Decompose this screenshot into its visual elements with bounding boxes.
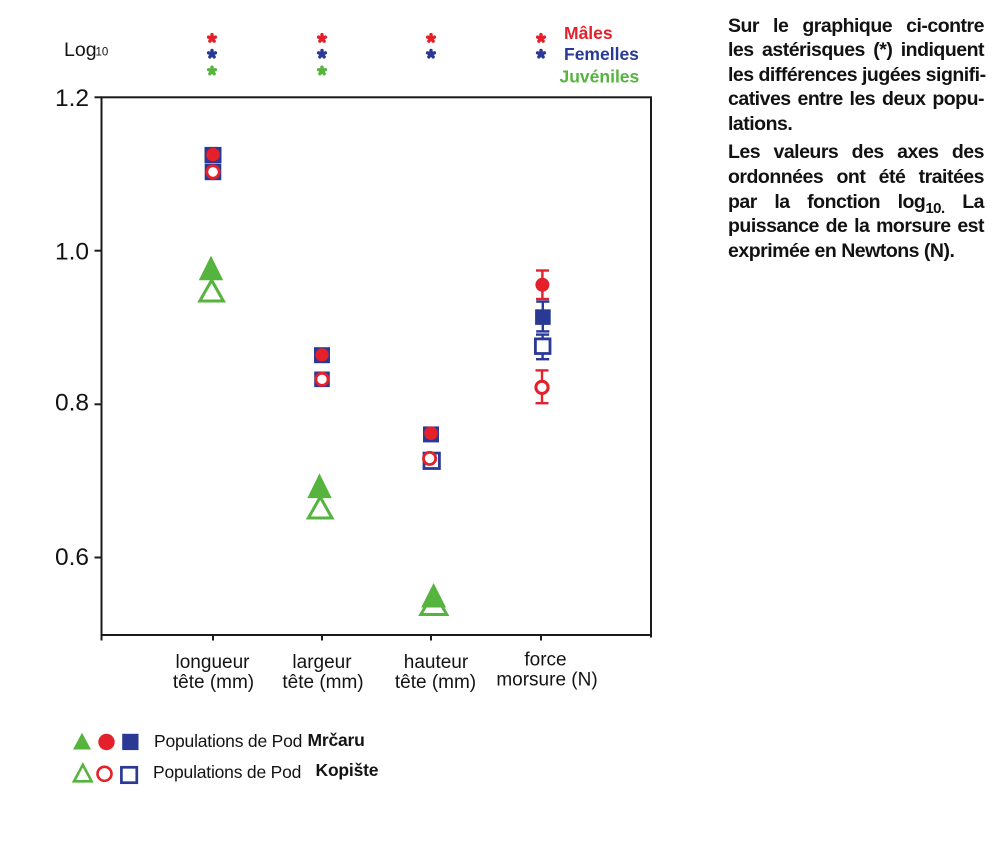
svg-text:0.8: 0.8 [55, 389, 89, 416]
svg-text:morsure (N): morsure (N) [496, 670, 597, 691]
svg-text:0.6: 0.6 [55, 544, 89, 571]
svg-text:10: 10 [96, 47, 109, 59]
svg-text:Mâles: Mâles [564, 23, 613, 43]
svg-text:hauteur: hauteur [404, 652, 469, 673]
svg-text:force: force [524, 650, 566, 671]
svg-text:1.0: 1.0 [55, 238, 89, 265]
svg-text:longueur: longueur [176, 652, 251, 673]
svg-text:tête (mm): tête (mm) [173, 672, 254, 693]
svg-text:tête (mm): tête (mm) [282, 672, 363, 693]
svg-text:tête (mm): tête (mm) [395, 672, 476, 693]
svg-text:largeur: largeur [292, 652, 352, 673]
svg-text:Log: Log [64, 39, 97, 61]
svg-text:1.2: 1.2 [55, 85, 89, 112]
svg-text:Femelles: Femelles [564, 44, 639, 64]
svg-text:Juvéniles: Juvéniles [560, 67, 640, 87]
